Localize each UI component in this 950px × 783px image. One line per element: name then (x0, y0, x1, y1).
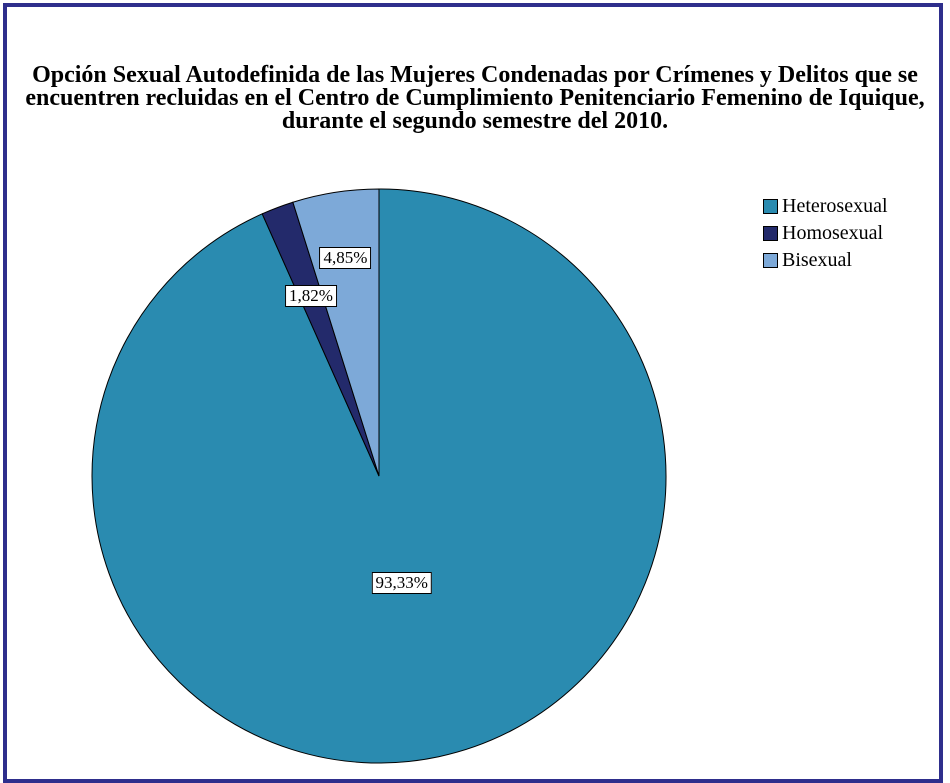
legend: Heterosexual Homosexual Bisexual (763, 193, 888, 274)
pie-slices (91, 188, 667, 764)
legend-swatch-bisexual (763, 253, 778, 268)
legend-swatch-heterosexual (763, 199, 778, 214)
legend-item-homosexual: Homosexual (763, 220, 888, 247)
legend-swatch-homosexual (763, 226, 778, 241)
chart-title: Opción Sexual Autodefinida de las Mujere… (25, 62, 925, 134)
legend-label-homosexual: Homosexual (782, 222, 884, 244)
legend-item-bisexual: Bisexual (763, 247, 888, 274)
data-label-homosexual: 1,82% (284, 285, 337, 308)
data-label-heterosexual: 93,33% (371, 571, 432, 594)
legend-label-bisexual: Bisexual (782, 249, 852, 271)
legend-item-heterosexual: Heterosexual (763, 193, 888, 220)
data-label-bisexual: 4,85% (319, 246, 372, 269)
legend-label-heterosexual: Heterosexual (782, 195, 888, 217)
